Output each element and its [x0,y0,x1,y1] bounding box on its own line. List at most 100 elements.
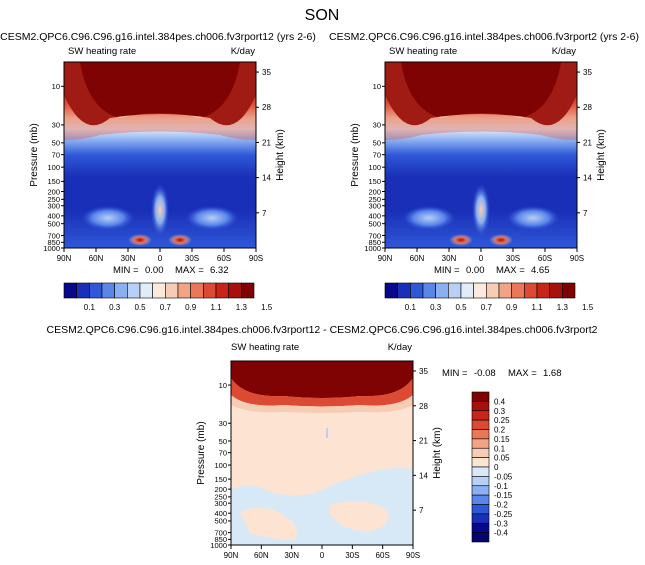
panel-b-stats: MIN = 0.00 MAX = 4.65 [434,265,550,276]
panel-b-units-label: K/day [552,46,577,57]
panel-a-stats: MIN = 0.00 MAX = 6.32 [113,265,229,276]
y-tick-label: 400 [214,509,227,518]
y-tick-label: 500 [47,219,60,228]
colorbar-swatch [76,282,90,299]
y-right-tick-label: 35 [419,367,428,376]
diff-colorbar-label: 0.15 [494,435,510,444]
colorbar-label: 0.3 [430,303,442,312]
colorbar-swatch [228,282,242,299]
panel-b-contour-field [385,62,577,248]
x-tick-label: 60N [254,551,269,560]
y-right-tick-label: 28 [419,402,428,411]
x-tick-label: 30S [345,551,359,560]
y-tick-label: 150 [47,177,60,186]
y-right-tick-label: 28 [262,103,271,112]
x-tick-label: 90N [57,254,72,263]
colorbar-label: 0.1 [84,303,96,312]
x-tick-label: 30N [121,254,136,263]
y-right-axis-label: Height (km) [275,129,286,181]
panel-b-variable-label: SW heating rate [389,46,457,57]
diff-colorbar-swatch [471,466,490,477]
colorbar-label: 0.9 [506,303,518,312]
panel-b-max-value: 4.65 [531,265,550,276]
colorbar-label: 1.1 [531,303,543,312]
y-tick-label: 70 [219,448,227,457]
diff-colorbar-swatch [471,419,490,430]
x-tick-label: 90N [224,551,239,560]
diff-colorbar-swatch [471,429,490,440]
panel-a-max-label: MAX = [175,265,204,276]
y-tick-label: 30 [219,419,227,428]
y-tick-label: 30 [52,121,60,130]
colorbar-label: 1.1 [210,303,222,312]
diff-colorbar-swatch [471,522,490,533]
diff-colorbar-label: 0 [494,463,499,472]
diff-colorbar-swatch [471,532,490,543]
colorbar-label: 0.7 [160,303,172,312]
y-tick-label: 200 [368,187,381,196]
y-tick-label: 70 [373,150,381,159]
y-tick-label: 500 [368,219,381,228]
diff-colorbar-label: -0.15 [494,491,513,500]
colorbar-swatch [422,282,436,299]
colorbar-swatch [101,282,115,299]
diff-colorbar-swatch [471,485,490,496]
panel-b-min-label: MIN = [434,265,460,276]
y-tick-label: 10 [52,82,60,91]
panel-a-min-label: MIN = [113,265,139,276]
colorbar-label: 0.7 [481,303,493,312]
colorbar-swatch [562,282,576,299]
y-tick-label: 700 [47,231,60,240]
y-axis-label: Pressure (mb) [196,421,207,484]
colorbar-swatch [473,282,487,299]
y-right-tick-label: 14 [583,174,592,183]
colorbar-label: 0.1 [405,303,417,312]
diff-colorbar-swatch [471,513,490,524]
diff-colorbar-swatch [471,504,490,515]
colorbar-swatch [410,282,424,299]
x-tick-label: 90S [570,254,584,263]
y-tick-label: 100 [47,163,60,172]
y-right-tick-label: 35 [262,68,271,77]
panel-b-min-value: 0.00 [466,265,485,276]
y-tick-label: 300 [368,202,381,211]
colorbar-swatch [89,282,103,299]
diff-colorbar-label: 0.1 [494,444,506,453]
y-tick-label: 250 [368,195,381,204]
diff-colorbar-label: 0.4 [494,397,506,406]
y-right-tick-label: 14 [262,174,271,183]
diff-colorbar-label: -0.05 [494,472,513,481]
diff-min-label: MIN = [442,368,468,379]
colorbar-label: 1.3 [557,303,569,312]
diff-colorbar-swatch [471,457,490,468]
x-tick-label: 60S [376,551,390,560]
y-right-tick-label: 7 [583,209,588,218]
y-tick-label: 850 [368,238,381,247]
x-tick-label: 60N [410,254,425,263]
panel-a-title: CESM2.QPC6.C96.C96.g16.intel.384pes.ch00… [0,31,316,43]
panel-a-variable-label: SW heating rate [68,46,136,57]
colorbar-label: 0.5 [455,303,467,312]
y-tick-label: 400 [368,212,381,221]
diff-colorbar-label: 0.25 [494,416,510,425]
y-tick-label: 1000 [43,244,60,253]
panel-b-max-label: MAX = [496,265,525,276]
y-tick-label: 150 [214,475,227,484]
diff-colorbar-swatch [471,438,490,449]
diff-colorbar-swatch [471,401,490,412]
y-tick-label: 30 [373,121,381,130]
diff-colorbar-swatch [471,447,490,458]
diff-colorbar-label: 0.2 [494,426,506,435]
x-tick-label: 90N [378,254,393,263]
x-tick-label: 60S [538,254,552,263]
y-right-tick-label: 21 [262,138,271,147]
colorbar-label: 1.5 [582,303,594,312]
diff-colorbar-label: 0.05 [494,454,510,463]
y-tick-label: 150 [368,177,381,186]
x-tick-label: 30S [506,254,520,263]
colorbar-swatch [241,282,255,299]
y-tick-label: 50 [219,437,227,446]
y-tick-label: 300 [47,202,60,211]
colorbar-swatch [152,282,166,299]
